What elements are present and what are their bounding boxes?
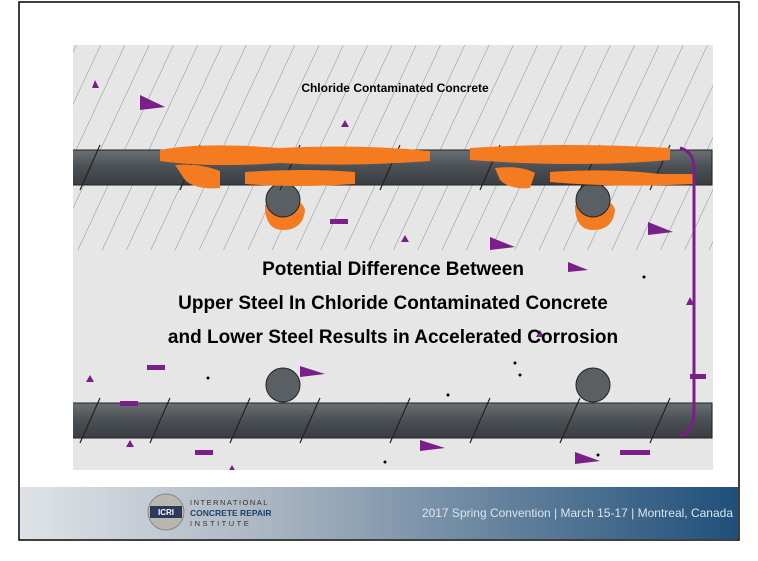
connecting-wire — [679, 146, 696, 438]
rust — [160, 145, 695, 189]
footer-text: 2017 Spring Convention | March 15-17 | M… — [422, 506, 733, 520]
zone-label: Chloride Contaminated Concrete — [301, 81, 489, 95]
caption-line: Potential Difference Between — [262, 259, 524, 280]
footer-band — [20, 487, 738, 539]
logo-badge-text: ICRI — [158, 508, 174, 517]
caption-line: and Lower Steel Results in Accelerated C… — [168, 327, 618, 348]
logo-text: CONCRETE REPAIR — [190, 508, 272, 518]
diagram: Chloride Contaminated Concrete Potential… — [73, 45, 713, 470]
logo-text: INTERNATIONAL — [190, 498, 269, 507]
logo-text: INSTITUTE — [190, 519, 251, 528]
chloride-marks — [86, 80, 706, 470]
lower-rebar — [73, 402, 713, 439]
logo-badge — [150, 506, 182, 518]
caption-line: Upper Steel In Chloride Contaminated Con… — [178, 293, 608, 314]
cross-bars — [265, 182, 615, 403]
lower-ribs — [79, 397, 671, 444]
